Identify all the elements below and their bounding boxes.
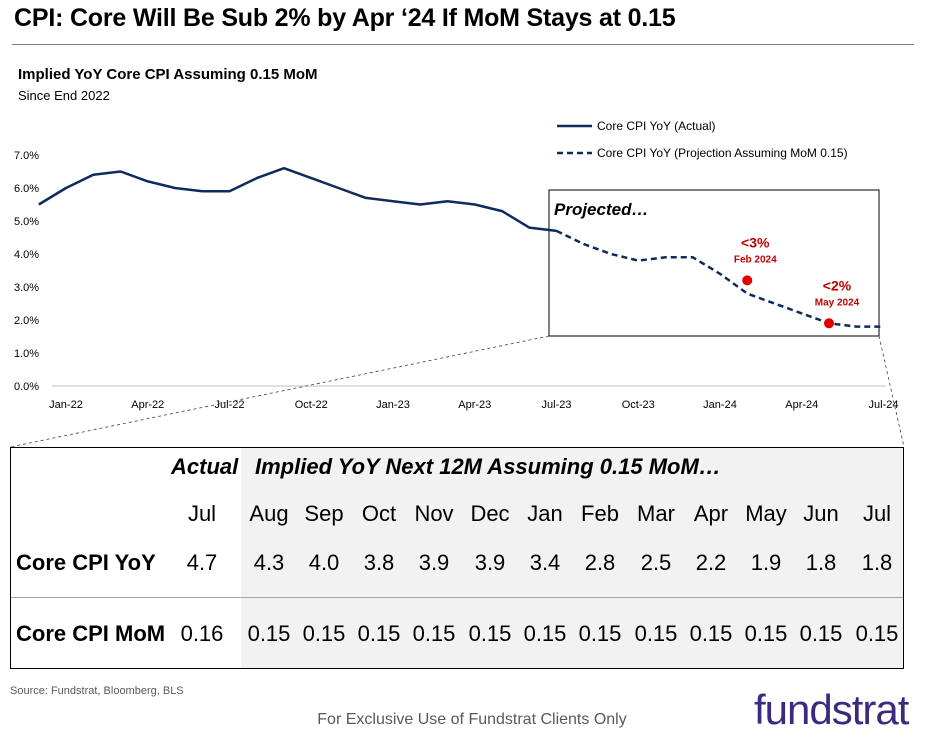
month-header: Jun — [803, 501, 839, 526]
y-tick-label: 7.0% — [14, 150, 39, 162]
x-tick-label: Oct-22 — [295, 399, 328, 411]
table-cell: 0.15 — [357, 621, 401, 646]
implied-shade — [241, 448, 903, 668]
month-header: Aug — [249, 501, 289, 526]
table-cell: 0.15 — [744, 621, 788, 646]
x-tick-label: Apr-23 — [458, 399, 491, 411]
x-tick-label: Oct-23 — [622, 399, 655, 411]
table-cell: 3.9 — [418, 550, 450, 575]
table-cell: 0.15 — [578, 621, 622, 646]
actual-series-line — [38, 166, 557, 233]
legend-label: Core CPI YoY (Projection Assuming MoM 0.… — [597, 146, 848, 160]
actual-header: Actual — [171, 454, 239, 479]
implied-header: Implied YoY Next 12M Assuming 0.15 MoM… — [255, 454, 721, 479]
y-tick-label: 4.0% — [14, 249, 39, 261]
table-cell: 0.15 — [689, 621, 733, 646]
table-cell: 2.2 — [695, 550, 727, 575]
table-cell: 3.9 — [474, 550, 506, 575]
month-header: Mar — [637, 501, 675, 526]
row-label: Core CPI YoY — [16, 550, 156, 575]
table-cell: 0.15 — [799, 621, 843, 646]
x-tick-label: Jan-23 — [376, 399, 410, 411]
y-tick-label: 6.0% — [14, 183, 39, 195]
table-cell: 0.15 — [468, 621, 512, 646]
annotation-small: May 2024 — [815, 297, 860, 308]
y-tick-label: 5.0% — [14, 216, 39, 228]
table-cell: 1.8 — [861, 550, 893, 575]
x-tick-label: Jan-24 — [703, 399, 737, 411]
month-header: May — [745, 501, 787, 526]
projected-label: Projected… — [554, 200, 648, 219]
table-cell: 0.15 — [634, 621, 678, 646]
x-tick-label: Apr-22 — [131, 399, 164, 411]
month-header: Nov — [414, 501, 454, 526]
table-cell: 4.7 — [186, 550, 218, 575]
projected-inset-box — [548, 189, 880, 337]
month-header: Jan — [527, 501, 563, 526]
connector-left — [9, 335, 550, 448]
table-cell: 1.9 — [750, 550, 782, 575]
x-tick-label: Jan-22 — [49, 399, 83, 411]
table-cell: 0.15 — [302, 621, 346, 646]
x-tick-label: Jul-22 — [215, 399, 245, 411]
disclaimer: For Exclusive Use of Fundstrat Clients O… — [317, 711, 627, 728]
row-divider — [11, 597, 903, 598]
annotation-big: <3% — [741, 234, 770, 250]
table-cell: 4.0 — [308, 550, 340, 575]
cpi-line-chart: 0.0% 1.0% 2.0% 3.0% 4.0% 5.0% 6.0% 7.0% Jan-22 Ap… — [9, 119, 905, 448]
source-note: Source: Fundstrat, Bloomberg, BLS — [10, 685, 184, 697]
page-title: CPI: Core Will Be Sub 2% by Apr ‘24 If M… — [14, 4, 676, 32]
y-tick-label: 2.0% — [14, 315, 39, 327]
y-tick-label: 0.0% — [14, 381, 39, 393]
title-divider — [12, 44, 914, 45]
legend-label: Core CPI YoY (Actual) — [597, 119, 716, 133]
month-header: Sep — [304, 501, 344, 526]
y-tick-label: 1.0% — [14, 348, 39, 360]
table-cell: 0.15 — [523, 621, 567, 646]
chart-subtitle: Implied YoY Core CPI Assuming 0.15 MoM — [18, 66, 318, 83]
table-cell: 0.15 — [855, 621, 899, 646]
month-header: Apr — [693, 501, 729, 526]
table-cell: 0.16 — [180, 621, 224, 646]
y-tick-label: 3.0% — [14, 282, 39, 294]
annotation-big: <2% — [823, 277, 852, 293]
month-header: Jul — [187, 501, 217, 526]
month-header: Jul — [862, 501, 892, 526]
month-header: Dec — [470, 501, 510, 526]
row-label: Core CPI MoM — [16, 621, 166, 646]
table-cell: 2.8 — [584, 550, 616, 575]
table-cell: 0.15 — [412, 621, 456, 646]
table-cell: 3.8 — [363, 550, 395, 575]
table-cell: 4.3 — [253, 550, 285, 575]
table-cell: 3.4 — [529, 550, 561, 575]
table-cell: 2.5 — [640, 550, 672, 575]
x-tick-label: Jul-24 — [869, 399, 899, 411]
month-header: Oct — [361, 501, 397, 526]
projection-table: Actual Implied YoY Next 12M Assuming 0.1… — [10, 447, 904, 669]
fundstrat-logo: fundstrat — [754, 686, 909, 733]
x-tick-label: Apr-24 — [785, 399, 818, 411]
chart-since-label: Since End 2022 — [18, 88, 110, 103]
highlight-point — [824, 318, 834, 329]
table-cell: 1.8 — [805, 550, 837, 575]
highlight-point — [742, 275, 753, 286]
month-header: Feb — [581, 501, 619, 526]
connector-right — [878, 335, 905, 448]
table-cell: 0.15 — [247, 621, 291, 646]
annotation-small: Feb 2024 — [734, 254, 777, 265]
x-tick-label: Jul-23 — [542, 399, 572, 411]
